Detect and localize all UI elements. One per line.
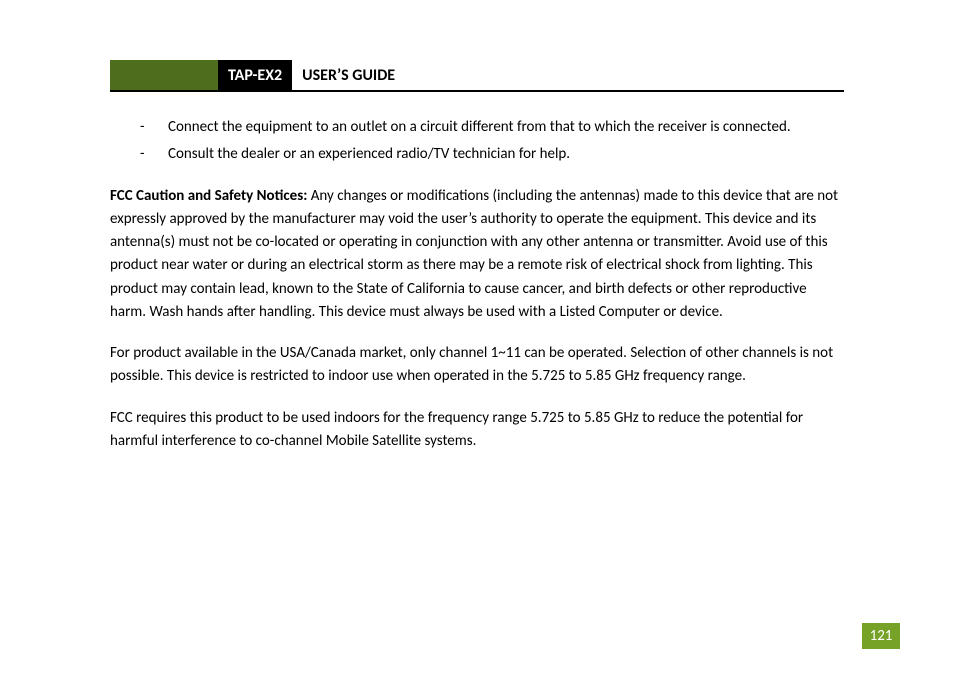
list-item: Connect the equipment to an outlet on a … [140, 116, 844, 139]
paragraph-fcc-caution: FCC Caution and Safety Notices: Any chan… [110, 185, 844, 325]
paragraph-indoor-use: FCC requires this product to be used ind… [110, 407, 844, 454]
paragraph-text: Any changes or modifications (including … [110, 187, 838, 321]
page-number-text: 121 [870, 627, 893, 645]
paragraph-channels: For product available in the USA/Canada … [110, 342, 844, 389]
header-title-text: USER’S GUIDE [302, 66, 395, 85]
header-title: USER’S GUIDE [292, 60, 405, 90]
list-item: Consult the dealer or an experienced rad… [140, 143, 844, 166]
page-number-badge: 121 [862, 623, 900, 649]
header-bar: TAP-EX2 USER’S GUIDE [110, 60, 844, 92]
header-accent-block [110, 60, 218, 90]
header-product-badge: TAP-EX2 [218, 60, 292, 90]
header-product-text: TAP-EX2 [228, 66, 282, 85]
bold-lead: FCC Caution and Safety Notices: [110, 187, 307, 205]
document-page: TAP-EX2 USER’S GUIDE Connect the equipme… [0, 0, 954, 511]
body-text: Connect the equipment to an outlet on a … [110, 116, 844, 453]
bullet-list: Connect the equipment to an outlet on a … [110, 116, 844, 167]
